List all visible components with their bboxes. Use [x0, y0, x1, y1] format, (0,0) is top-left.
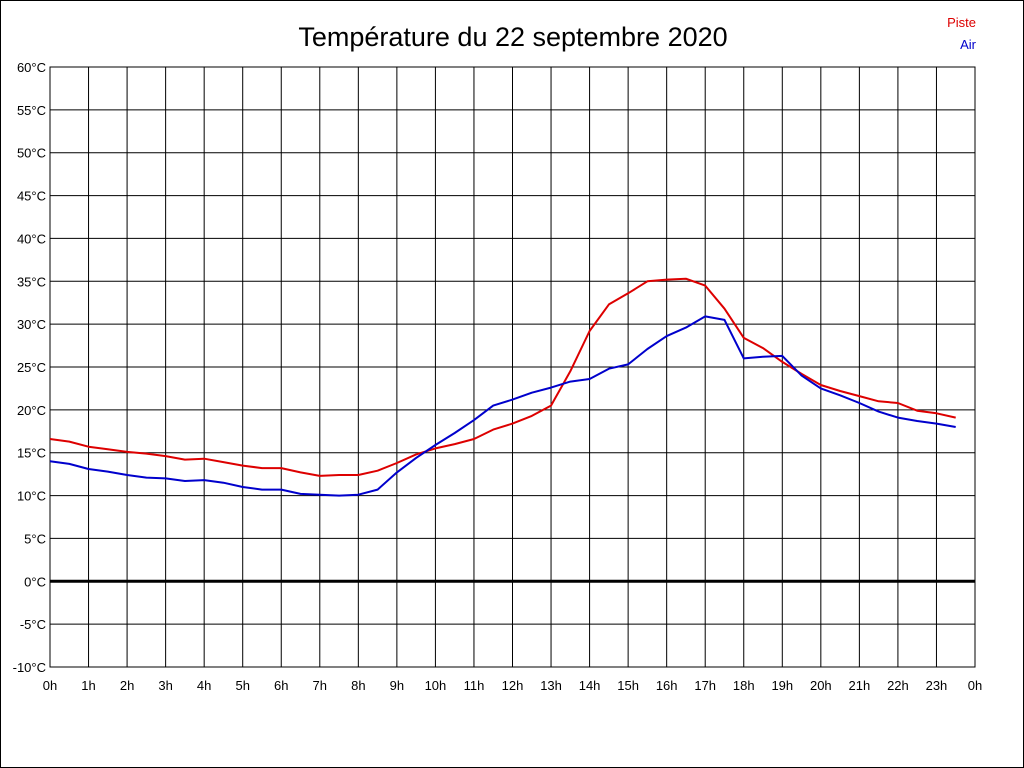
- y-axis-ticks: 60°C 55°C 50°C 45°C 40°C 35°C 30°C 25°C 20°C 15°C…: [13, 60, 46, 675]
- x-tick-label: 15h: [617, 678, 639, 693]
- x-tick-label: 20h: [810, 678, 832, 693]
- x-tick-label: 0h: [968, 678, 982, 693]
- x-tick-label: 8h: [351, 678, 365, 693]
- x-tick-label: 13h: [540, 678, 562, 693]
- x-tick-label: 4h: [197, 678, 211, 693]
- y-tick-label: 55°C: [17, 103, 46, 118]
- x-tick-label: 2h: [120, 678, 134, 693]
- y-tick-label: 60°C: [17, 60, 46, 75]
- y-tick-label: 5°C: [24, 531, 46, 546]
- x-tick-label: 10h: [425, 678, 447, 693]
- y-tick-label: 0°C: [24, 574, 46, 589]
- y-tick-label: 45°C: [17, 189, 46, 204]
- x-axis-ticks: 0h 1h 2h 3h 4h 5h 6h 7h 8h 9h 10h 11h 12h 13h 14h 15h 16…: [43, 678, 982, 693]
- y-tick-label: -10°C: [13, 660, 46, 675]
- x-tick-label: 14h: [579, 678, 601, 693]
- grid: [49, 66, 976, 668]
- series-line-piste: [49, 277, 956, 477]
- x-tick-label: 6h: [274, 678, 288, 693]
- chart-title: Température du 22 septembre 2020: [298, 22, 727, 52]
- y-tick-label: 15°C: [17, 446, 46, 461]
- y-tick-label: -5°C: [20, 617, 46, 632]
- y-tick-label: 35°C: [17, 274, 46, 289]
- y-tick-label: 30°C: [17, 317, 46, 332]
- series-lines: [49, 277, 956, 497]
- x-tick-label: 12h: [502, 678, 524, 693]
- x-tick-label: 11h: [464, 678, 485, 693]
- y-tick-label: 20°C: [17, 403, 46, 418]
- x-tick-label: 9h: [390, 678, 404, 693]
- x-tick-label: 0h: [43, 678, 57, 693]
- x-tick-label: 18h: [733, 678, 755, 693]
- x-tick-label: 23h: [926, 678, 948, 693]
- legend-entry-air: Air: [960, 37, 977, 52]
- x-tick-label: 1h: [81, 678, 95, 693]
- x-tick-label: 3h: [158, 678, 172, 693]
- y-tick-label: 25°C: [17, 360, 46, 375]
- y-tick-label: 50°C: [17, 146, 46, 161]
- y-tick-label: 40°C: [17, 231, 46, 246]
- y-tick-label: 10°C: [17, 489, 46, 504]
- x-tick-label: 7h: [313, 678, 327, 693]
- legend-entry-piste: Piste: [947, 15, 976, 30]
- legend: Piste Air: [947, 15, 977, 52]
- x-tick-label: 21h: [849, 678, 871, 693]
- x-tick-label: 17h: [694, 678, 716, 693]
- x-tick-label: 19h: [771, 678, 793, 693]
- x-tick-label: 5h: [235, 678, 249, 693]
- x-tick-label: 16h: [656, 678, 678, 693]
- x-tick-label: 22h: [887, 678, 909, 693]
- series-line-air: [49, 315, 956, 497]
